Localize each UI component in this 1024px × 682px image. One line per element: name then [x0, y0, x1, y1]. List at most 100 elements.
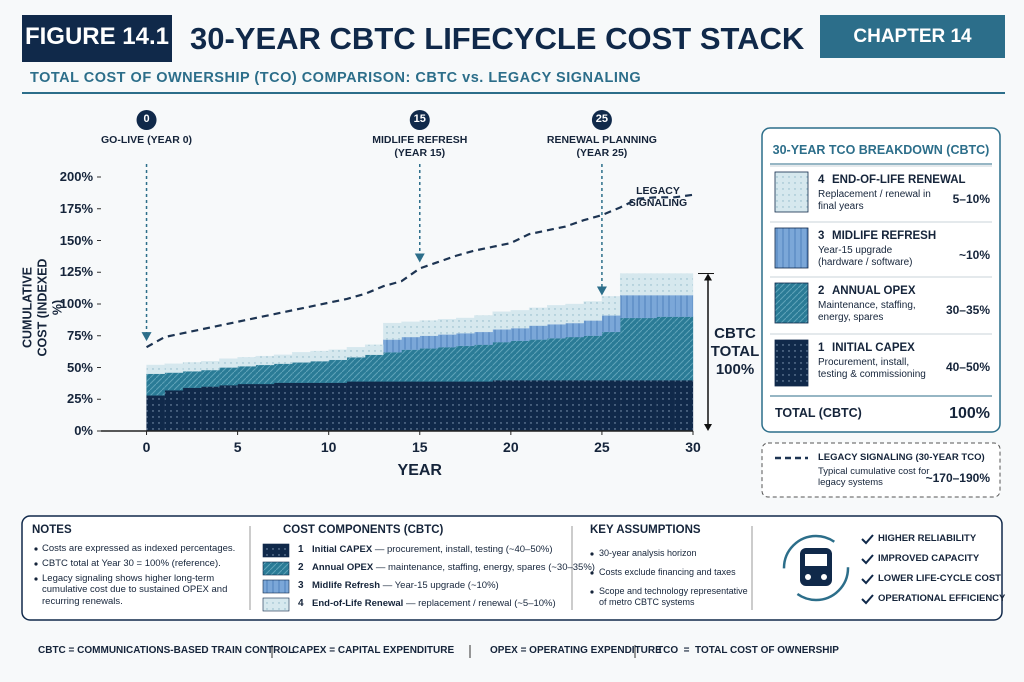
area-step — [638, 380, 657, 432]
milestone-arrow — [414, 253, 425, 263]
area-step — [528, 307, 548, 326]
area-step — [565, 303, 584, 324]
area-step — [674, 273, 694, 296]
area-step — [437, 334, 457, 348]
area-step — [528, 325, 548, 340]
area-step — [292, 352, 311, 363]
milestone-number: 25 — [595, 113, 609, 125]
item-description: Replacement / renewal in final years — [818, 189, 931, 212]
milestone-number: 15 — [413, 113, 426, 125]
area-step — [328, 382, 348, 432]
area-step — [638, 273, 657, 296]
area-step — [273, 382, 293, 432]
area-step — [656, 316, 675, 381]
area-step — [364, 381, 384, 432]
area-step — [674, 316, 694, 381]
area-step — [201, 360, 220, 371]
component-description: — replacement / renewal (~5–10%) — [403, 598, 556, 609]
y-tick-label: 100% — [59, 296, 93, 311]
area-step — [201, 369, 220, 387]
x-tick-label: 30 — [685, 439, 701, 455]
milestone-label: GO-LIVE (YEAR 0) — [101, 134, 193, 146]
y-tick-label: 200% — [59, 169, 93, 184]
benefit: IMPROVED CAPACITY — [878, 553, 980, 564]
y-tick-label: 50% — [66, 359, 93, 375]
component-row: Annual OPEX — maintenance, staffing, ene… — [312, 562, 595, 573]
area-step — [401, 336, 420, 350]
component-row: End-of-Life Renewal — replacement / rene… — [312, 598, 556, 609]
item-share: ~10% — [958, 248, 990, 262]
area-step — [674, 294, 694, 317]
area-step — [601, 296, 621, 316]
x-tick-label: 25 — [594, 439, 610, 455]
milestone-badge — [591, 110, 612, 130]
item-share: 30–35% — [945, 303, 990, 317]
milestone-arrow — [596, 286, 607, 296]
milestone-badge — [136, 110, 157, 130]
title: 30-YEAR CBTC LIFECYCLE COST STACK — [190, 21, 805, 56]
area-step — [383, 339, 402, 353]
bullet — [34, 547, 38, 551]
area-step — [638, 317, 657, 381]
y-tick-label: 175% — [59, 200, 93, 216]
area-step — [419, 348, 439, 382]
area-step — [528, 380, 548, 432]
milestone-number: 0 — [143, 113, 150, 125]
component-name: Midlife Refresh — [312, 580, 381, 591]
item-name: ANNUAL OPEX — [832, 285, 916, 297]
area-step — [328, 359, 348, 383]
component-name: End-of-Life Renewal — [312, 598, 404, 609]
x-tick-label: 5 — [233, 439, 242, 455]
y-tick-label: 0% — [74, 423, 93, 438]
area-step — [565, 322, 584, 338]
benefit: OPERATIONAL EFFICIENCY — [878, 593, 1006, 604]
item-description: Procurement, install, testing & commissi… — [818, 357, 926, 380]
bullet — [34, 562, 38, 566]
subtitle: TOTAL COST OF OWNERSHIP (TCO) COMPARISON… — [30, 70, 642, 86]
swatch — [262, 561, 290, 576]
assumption: Costs exclude financing and taxes — [599, 567, 736, 577]
area-step — [492, 311, 511, 330]
area-step — [510, 310, 530, 329]
figure-label: FIGURE 14.1 — [24, 23, 170, 50]
breakdown-panel — [761, 127, 1001, 433]
item-description: Year-15 upgrade (hardware / software) — [818, 245, 913, 268]
area-step — [474, 344, 493, 382]
bullet — [590, 552, 594, 556]
component-name: Annual OPEX — [312, 562, 374, 573]
component-description: — procurement, install, testing (~40–50%… — [372, 544, 553, 555]
area-step — [383, 322, 402, 340]
area-step — [201, 386, 220, 432]
x-tick-label: 15 — [411, 439, 428, 455]
area-step — [510, 380, 530, 432]
total-name: TOTAL (CBTC) — [775, 406, 862, 420]
swatch — [774, 227, 809, 269]
train-icon — [782, 534, 850, 602]
swatch — [262, 543, 290, 558]
area-step — [656, 273, 675, 296]
assumption: 30-year analysis horizon — [599, 548, 697, 558]
area-step — [510, 340, 530, 381]
check — [861, 574, 874, 585]
legacy-label: LEGACY SIGNALING — [628, 184, 688, 210]
area-step — [601, 380, 621, 432]
legacy-title: LEGACY SIGNALING (30-YEAR TCO) — [818, 452, 985, 463]
area-step — [492, 380, 511, 432]
area-step — [346, 347, 366, 358]
area-step — [237, 357, 256, 367]
area-step — [547, 324, 566, 339]
assumptions-title: KEY ASSUMPTIONS — [590, 524, 701, 536]
y-axis-title: CUMULATIVE COST (INDEXED %) — [20, 258, 65, 357]
area-step — [456, 381, 475, 432]
area-step — [182, 362, 202, 372]
area-step — [547, 338, 566, 381]
area-step — [674, 380, 694, 432]
area-step — [583, 380, 603, 432]
legacy-description: Typical cumulative cost for legacy syste… — [818, 466, 930, 489]
figure-box — [22, 15, 172, 62]
area-step — [146, 395, 165, 432]
notes-title: NOTES — [32, 524, 72, 536]
item-number: 3 — [818, 230, 825, 242]
